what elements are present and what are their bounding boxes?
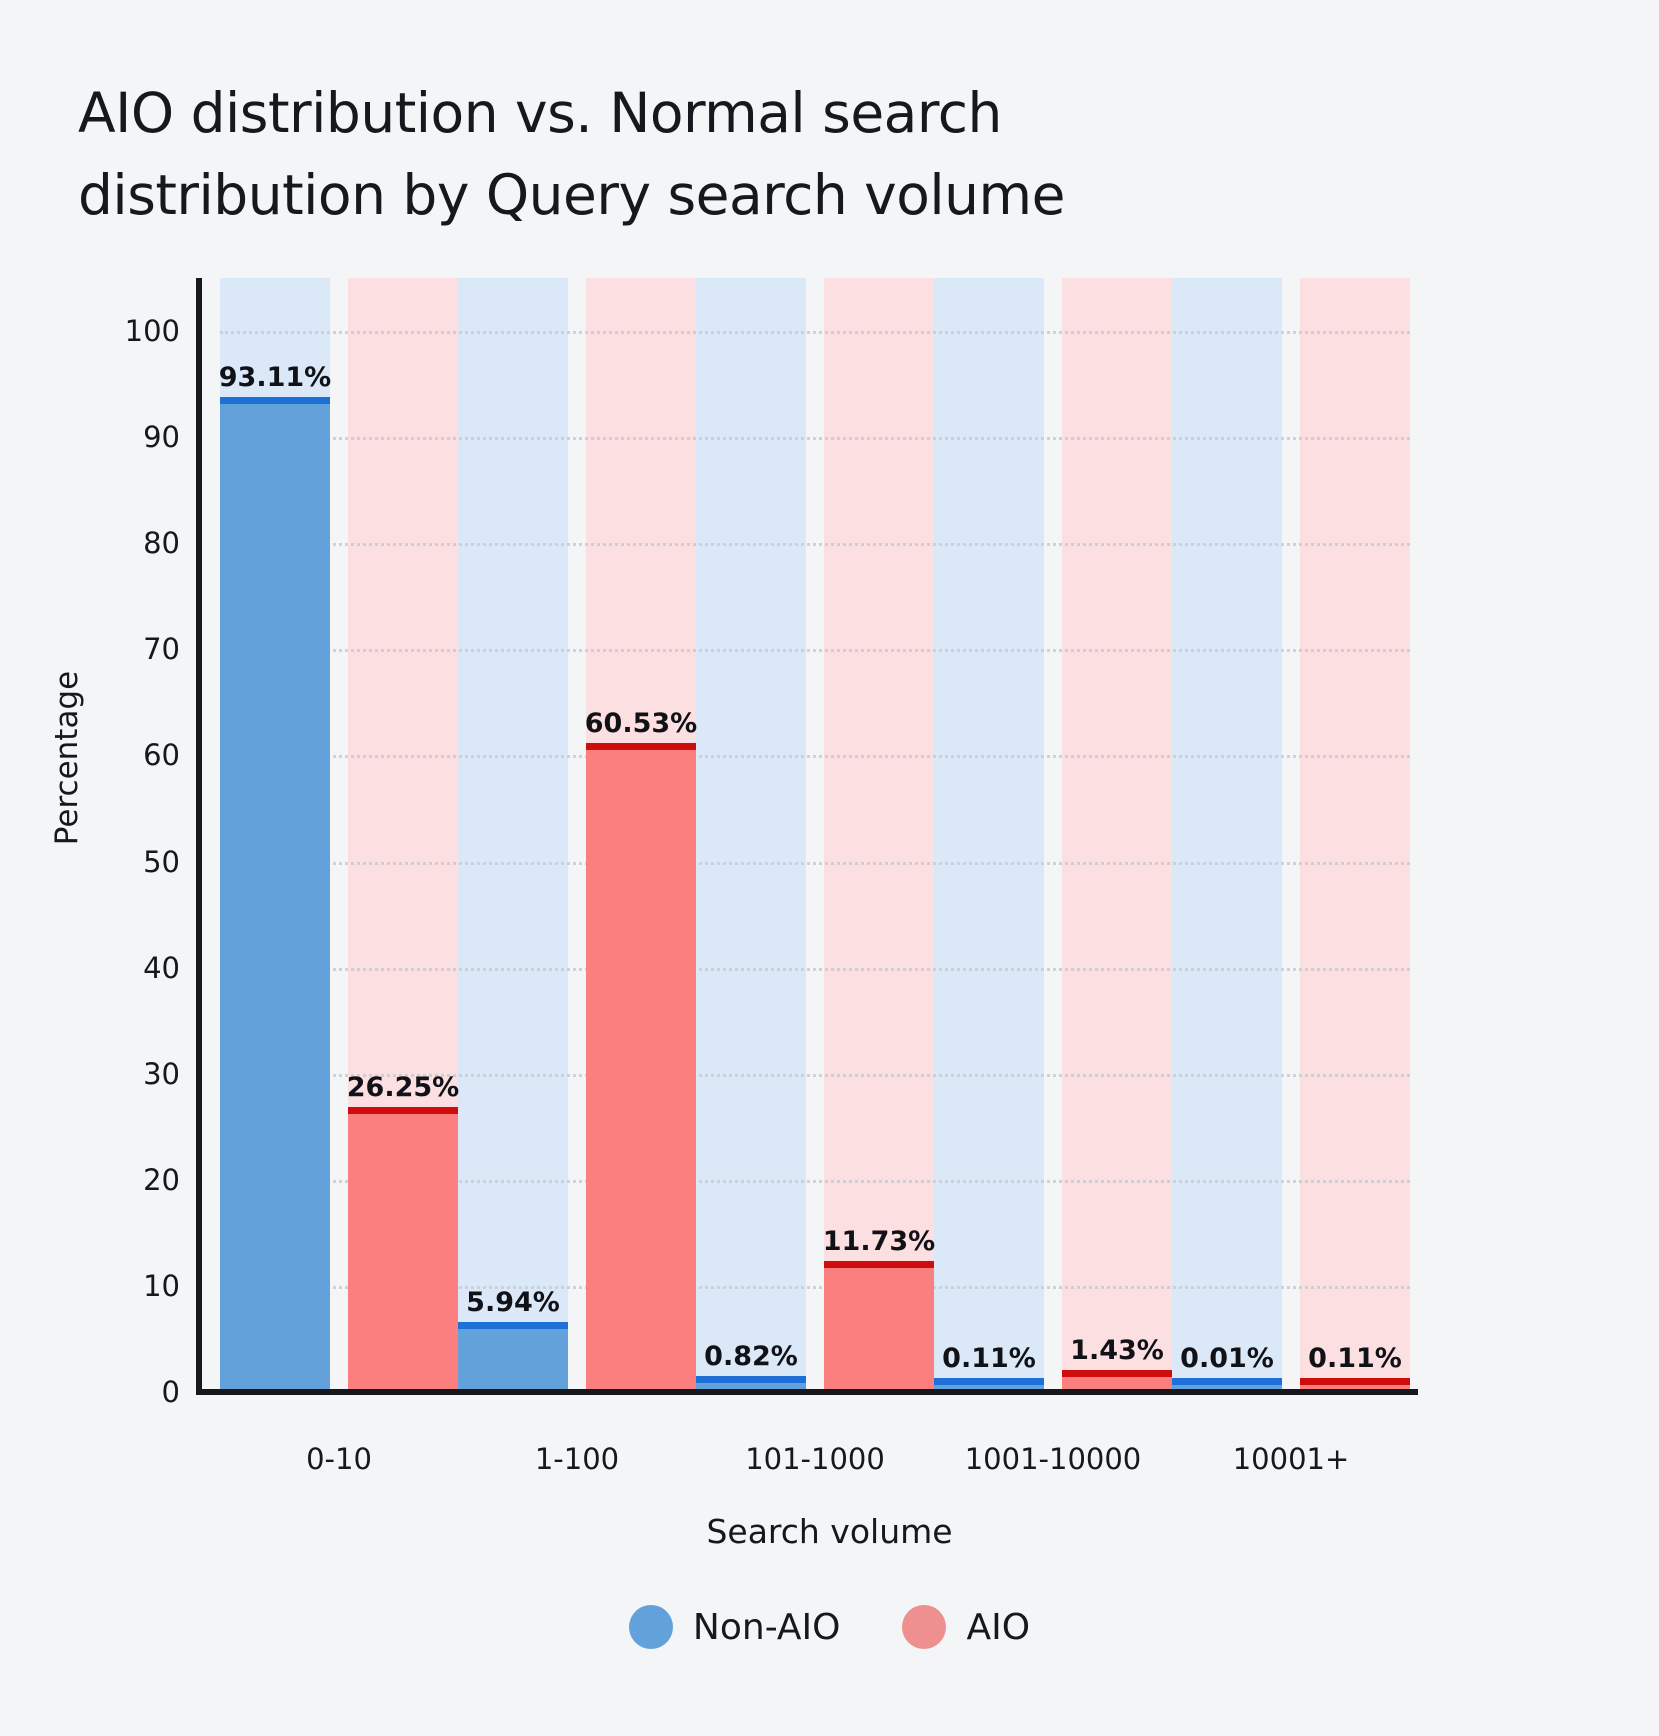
category-band-aio [1062,278,1172,1392]
bar-label-aio-10001+: 0.11% [1308,1343,1402,1374]
y-tick-80: 80 [143,526,180,561]
x-tick-10001+: 10001+ [1232,1442,1350,1476]
bar-nonaio-1001-10000[interactable] [934,1378,1044,1392]
y-tick-70: 70 [143,632,180,667]
x-tick-101-1000: 101-1000 [745,1442,885,1476]
gridline-40 [220,967,1410,971]
y-tick-90: 90 [143,420,180,455]
bar-nonaio-1-100[interactable] [458,1321,568,1392]
y-tick-20: 20 [143,1162,180,1197]
bar-label-aio-1001-10000: 1.43% [1070,1334,1164,1366]
bar-aio-1001-10000[interactable] [1062,1369,1172,1392]
page-title: AIO distribution vs. Normal search distr… [78,81,1065,227]
bar-aio-10001+[interactable] [1300,1378,1410,1392]
bar-label-nonaio-0-10: 93.11% [218,362,332,394]
bar-nonaio-10001+[interactable] [1172,1378,1282,1392]
x-axis-title: Search volume [706,1512,953,1551]
bar-nonaio-0-10[interactable] [220,397,330,1392]
legend: Non-AIO AIO [0,1605,1659,1649]
legend-label: Non-AIO [692,1606,841,1648]
y-tick-30: 30 [143,1056,180,1091]
bar-label-nonaio-10001+: 0.01% [1180,1343,1274,1374]
plot-area: 93.11% 26.25% 5.94% 60.53% 0.82% 11.73% 0.11% 1… [219,278,1410,1392]
gridline-30 [220,1073,1410,1077]
bar-aio-1-100[interactable] [586,742,696,1392]
legend-label: AIO [966,1606,1031,1648]
gridline-50 [220,861,1410,865]
category-band-nonaio [696,278,806,1392]
bar-label-aio-0-10: 26.25% [346,1071,460,1103]
y-tick-10: 10 [143,1268,180,1303]
category-band-nonaio [1172,278,1282,1392]
y-axis-line [196,278,202,1395]
y-tick-100: 100 [124,314,180,349]
bar-label-nonaio-1-100: 5.94% [466,1286,560,1318]
category-band-nonaio [934,278,1044,1392]
bar-label-aio-101-1000: 11.73% [822,1225,936,1257]
gridline-90 [220,437,1410,441]
x-tick-1-100: 1-100 [534,1442,620,1476]
legend-swatch-icon [902,1605,947,1649]
legend-item-non-aio[interactable]: Non-AIO [628,1605,841,1649]
gridline-10 [220,1285,1410,1289]
y-axis-title: Percentage [49,670,85,846]
category-band-nonaio [458,278,568,1392]
bar-label-nonaio-101-1000: 0.82% [704,1341,798,1373]
category-band-aio [1300,278,1410,1392]
gridline-60 [220,755,1410,759]
legend-swatch-icon [628,1605,673,1649]
x-axis-line [196,1389,1418,1395]
gridline-20 [220,1179,1410,1183]
bar-nonaio-101-1000[interactable] [696,1376,806,1392]
y-tick-0: 0 [161,1375,180,1409]
y-tick-50: 50 [143,844,180,879]
bar-aio-0-10[interactable] [348,1106,458,1392]
bar-label-aio-1-100: 60.53% [584,707,698,739]
y-axis-tick-labels: 100 90 80 70 60 50 40 30 20 10 0 [30,0,180,1736]
category-band-aio [824,278,934,1392]
y-tick-60: 60 [143,738,180,773]
y-tick-40: 40 [143,950,180,985]
gridline-80 [220,543,1410,547]
gridline-100 [220,331,1410,335]
gridline-70 [220,649,1410,653]
legend-item-aio[interactable]: AIO [902,1605,1030,1649]
bar-label-nonaio-1001-10000: 0.11% [942,1343,1036,1374]
x-tick-1001-10000: 1001-10000 [964,1442,1142,1476]
bar-aio-101-1000[interactable] [824,1260,934,1392]
x-tick-0-10: 0-10 [306,1442,372,1476]
